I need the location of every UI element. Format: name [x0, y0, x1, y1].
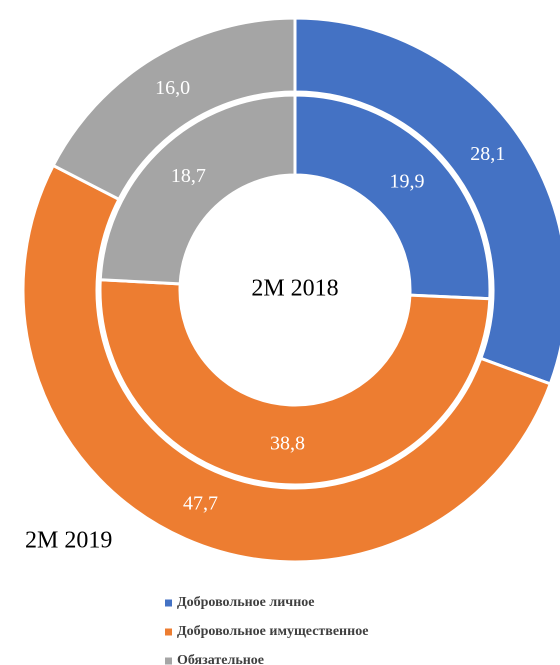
data-label: 28,1	[470, 143, 505, 165]
outer-series-name: 2M 2019	[25, 528, 112, 554]
inner-series-name: 2M 2018	[251, 276, 338, 302]
data-label: 18,7	[171, 165, 206, 187]
donut-segment	[98, 93, 297, 286]
legend-label: Обязательное	[177, 653, 264, 665]
legend-marker	[165, 599, 172, 607]
data-label: 47,7	[183, 493, 218, 515]
legend-marker	[165, 657, 172, 665]
donut-segment	[21, 163, 553, 564]
donut-segment	[293, 93, 492, 301]
data-label: 38,8	[270, 432, 305, 454]
legend-label: Добровольное имущественное	[177, 624, 368, 639]
donut-segment	[293, 16, 560, 386]
donut-segment	[98, 278, 492, 487]
donut-segment	[51, 16, 297, 202]
data-label: 19,9	[390, 170, 425, 192]
data-label: 16,0	[155, 77, 190, 99]
legend-marker	[165, 628, 172, 636]
legend-label: Добровольное личное	[177, 595, 314, 610]
